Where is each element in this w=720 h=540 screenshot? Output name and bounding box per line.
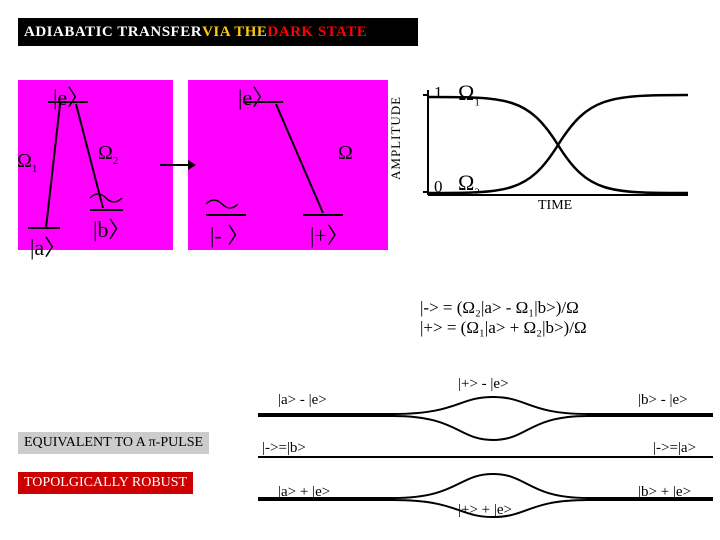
label-omega: Ω bbox=[338, 142, 353, 165]
adiabatic-paths: |a> - |e> |+> - |e> |b> - |e> |->=|b> |-… bbox=[258, 392, 713, 522]
path-mid-left: |->=|b> bbox=[262, 440, 306, 457]
path-top-mid: |+> - |e> bbox=[458, 376, 509, 393]
robust-label: TOPOLGICALLY ROBUST bbox=[18, 472, 193, 494]
pi-pulse-label: EQUIVALENT TO A π-PULSE bbox=[18, 432, 209, 454]
amp-o2: Ω2 bbox=[458, 170, 480, 198]
path-bot-left: |a> + |e> bbox=[278, 484, 330, 501]
amp-y0: 0 bbox=[434, 177, 443, 197]
amp-o1: Ω1 bbox=[458, 80, 480, 108]
eq-plus: |+> = (Ω₁|a> + Ω₂|b>)/Ω bbox=[420, 318, 587, 338]
amp-y1: 1 bbox=[434, 83, 443, 103]
label-omega1: Ω1 bbox=[17, 150, 37, 175]
label-e1: |e〉 bbox=[53, 80, 89, 112]
eq-minus: |-> = (Ω₂|a> - Ω₁|b>)/Ω bbox=[420, 298, 587, 318]
equations: |-> = (Ω₂|a> - Ω₁|b>)/Ω |+> = (Ω₁|a> + Ω… bbox=[420, 298, 587, 338]
label-omega2: Ω2 bbox=[98, 142, 118, 167]
amplitude-svg bbox=[398, 80, 698, 215]
title-red: DARK STATE bbox=[267, 24, 367, 41]
path-top-right: |b> - |e> bbox=[638, 392, 688, 409]
title-yellow: VIA THE bbox=[202, 24, 267, 41]
label-e2: |e〉 bbox=[238, 80, 274, 112]
label-plus: |+〉 bbox=[310, 218, 349, 250]
label-b: |b〉 bbox=[93, 212, 130, 244]
label-a: |a〉 bbox=[30, 230, 66, 262]
amp-xlabel: TIME bbox=[538, 198, 572, 214]
amplitude-chart: AMPLITUDE 1 0 Ω1 Ω2 TIME bbox=[398, 80, 698, 215]
path-mid-right: |->=|a> bbox=[653, 440, 696, 457]
path-top-left: |a> - |e> bbox=[278, 392, 327, 409]
title-banner: ADIABATIC TRANSFER VIA THE DARK STATE bbox=[18, 18, 418, 46]
amp-ylabel: AMPLITUDE bbox=[388, 96, 404, 180]
path-bot-right: |b> + |e> bbox=[638, 484, 691, 501]
title-white: ADIABATIC TRANSFER bbox=[24, 24, 202, 41]
energy-level-diagrams: |e〉 |a〉 |b〉 Ω1 Ω2 |e〉 |- 〉 |+〉 Ω bbox=[18, 80, 388, 250]
label-minus: |- 〉 bbox=[210, 218, 249, 250]
path-bot-mid: |+> + |e> bbox=[458, 502, 512, 519]
